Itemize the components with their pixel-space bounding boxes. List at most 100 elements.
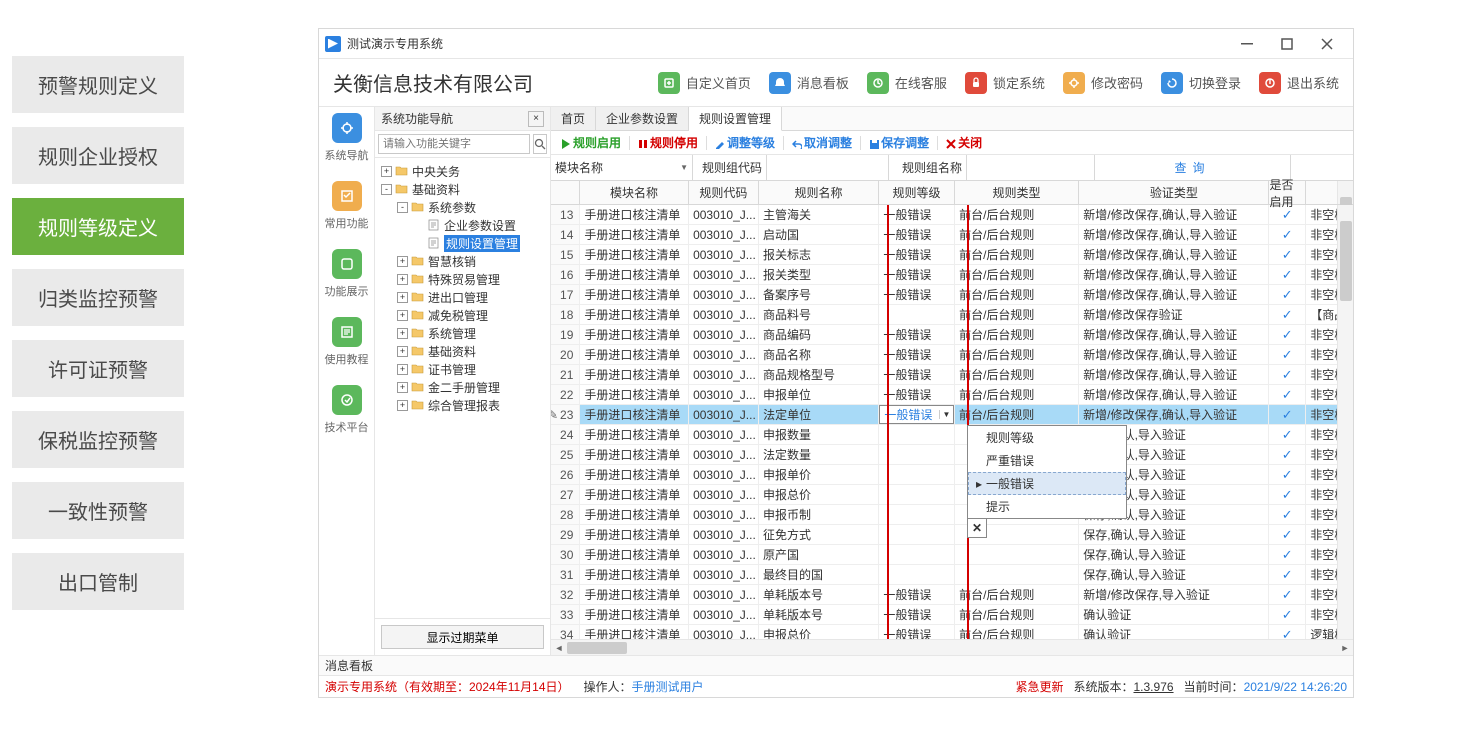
grid-row[interactable]: 26手册进口核注清单003010_J...申报单价保存,确认,导入验证✓非空校 bbox=[551, 465, 1353, 485]
leftnav-item[interactable]: 系统导航 bbox=[325, 113, 369, 163]
leftnav-item[interactable]: 功能展示 bbox=[325, 249, 369, 299]
grid-vscroll-body[interactable] bbox=[1337, 205, 1353, 639]
grid-row[interactable]: 29手册进口核注清单003010_J...征免方式保存,确认,导入验证✓非空校 bbox=[551, 525, 1353, 545]
header-button[interactable]: 锁定系统 bbox=[965, 72, 1045, 94]
grid-row[interactable]: 22手册进口核注清单003010_J...申报单位一般错误前台/后台规则新增/修… bbox=[551, 385, 1353, 405]
filter-module-name[interactable]: 模块名称▼ bbox=[551, 155, 693, 180]
tab[interactable]: 首页 bbox=[551, 107, 596, 130]
tab[interactable]: 企业参数设置 bbox=[596, 107, 689, 130]
tab[interactable]: 规则设置管理 bbox=[689, 107, 782, 131]
grid-row[interactable]: 16手册进口核注清单003010_J...报关类型一般错误前台/后台规则新增/修… bbox=[551, 265, 1353, 285]
maximize-button[interactable] bbox=[1267, 30, 1307, 58]
dropdown-option[interactable]: ▸一般错误 bbox=[968, 472, 1126, 495]
gh-type[interactable]: 规则类型 bbox=[955, 181, 1079, 204]
grid-row[interactable]: 13手册进口核注清单003010_J...主管海关一般错误前台/后台规则新增/修… bbox=[551, 205, 1353, 225]
grid-row[interactable]: 19手册进口核注清单003010_J...商品编码一般错误前台/后台规则新增/修… bbox=[551, 325, 1353, 345]
grid-row[interactable]: 14手册进口核注清单003010_J...启动国一般错误前台/后台规则新增/修改… bbox=[551, 225, 1353, 245]
tree-search-button[interactable] bbox=[533, 134, 547, 154]
dropdown-option[interactable]: 提示 bbox=[968, 495, 1126, 518]
grid-row[interactable]: 15手册进口核注清单003010_J...报关标志一般错误前台/后台规则新增/修… bbox=[551, 245, 1353, 265]
tree-node[interactable]: +智慧核销 bbox=[377, 252, 548, 270]
tree-node[interactable]: -基础资料 bbox=[377, 180, 548, 198]
filter-group-code-input[interactable] bbox=[767, 155, 889, 180]
leftnav-item[interactable]: 常用功能 bbox=[325, 181, 369, 231]
tree-node[interactable]: +基础资料 bbox=[377, 342, 548, 360]
header-button[interactable]: 切换登录 bbox=[1161, 72, 1241, 94]
show-expired-menu-button[interactable]: 显示过期菜单 bbox=[381, 625, 544, 649]
leftnav-item[interactable]: 技术平台 bbox=[325, 385, 369, 435]
toolbar-button[interactable]: 规则停用 bbox=[634, 134, 702, 151]
ext-menu-item[interactable]: 规则等级定义 bbox=[12, 198, 184, 255]
ext-menu-item[interactable]: 归类监控预警 bbox=[12, 269, 184, 326]
toolbar-button[interactable]: 保存调整 bbox=[865, 134, 933, 151]
query-button[interactable]: 查询 bbox=[1095, 155, 1291, 180]
header-button[interactable]: 退出系统 bbox=[1259, 72, 1339, 94]
grid-row[interactable]: 34手册进口核注清单003010_J...申报总价一般错误前台/后台规则确认验证… bbox=[551, 625, 1353, 639]
gh-valid[interactable]: 验证类型 bbox=[1079, 181, 1269, 204]
header-button[interactable]: 自定义首页 bbox=[658, 72, 751, 94]
tree-close-button[interactable]: × bbox=[528, 111, 544, 127]
toolbar-button[interactable]: 取消调整 bbox=[788, 134, 856, 151]
tree-node[interactable]: -系统参数 bbox=[377, 198, 548, 216]
tree-node[interactable]: +进出口管理 bbox=[377, 288, 548, 306]
grid-row[interactable]: 33手册进口核注清单003010_J...单耗版本号一般错误前台/后台规则确认验… bbox=[551, 605, 1353, 625]
grid-row[interactable]: 32手册进口核注清单003010_J...单耗版本号一般错误前台/后台规则新增/… bbox=[551, 585, 1353, 605]
ext-menu-item[interactable]: 保税监控预警 bbox=[12, 411, 184, 468]
tree-node[interactable]: +中央关务 bbox=[377, 162, 548, 180]
toolbar-button[interactable]: 调整等级 bbox=[711, 134, 779, 151]
folder-icon bbox=[411, 363, 425, 375]
ext-menu-item[interactable]: 许可证预警 bbox=[12, 340, 184, 397]
header-button-icon bbox=[658, 72, 680, 94]
message-bar[interactable]: 消息看板 bbox=[319, 655, 1353, 675]
toolbar-button[interactable]: 关闭 bbox=[942, 134, 986, 151]
dropdown-close-button[interactable]: ✕ bbox=[967, 518, 987, 538]
leftnav-item[interactable]: 使用教程 bbox=[325, 317, 369, 367]
filter-group-name-input[interactable] bbox=[967, 155, 1095, 180]
gh-enable[interactable]: 是否启用 bbox=[1269, 181, 1306, 204]
header-button[interactable]: 在线客服 bbox=[867, 72, 947, 94]
tree-body[interactable]: +中央关务-基础资料-系统参数企业参数设置规则设置管理+智慧核销+特殊贸易管理+… bbox=[375, 158, 550, 618]
ext-menu-item[interactable]: 一致性预警 bbox=[12, 482, 184, 539]
grid-row[interactable]: 20手册进口核注清单003010_J...商品名称一般错误前台/后台规则新增/修… bbox=[551, 345, 1353, 365]
close-button[interactable] bbox=[1307, 30, 1347, 58]
tree-node[interactable]: 企业参数设置 bbox=[377, 216, 548, 234]
gh-code[interactable]: 规则代码 bbox=[689, 181, 759, 204]
tree-node[interactable]: 规则设置管理 bbox=[377, 234, 548, 252]
grid-row[interactable]: ✎23手册进口核注清单003010_J...法定单位一般错误▼前台/后台规则新增… bbox=[551, 405, 1353, 425]
grid-row[interactable]: 30手册进口核注清单003010_J...原产国保存,确认,导入验证✓非空校 bbox=[551, 545, 1353, 565]
tree-node[interactable]: +减免税管理 bbox=[377, 306, 548, 324]
tree-node[interactable]: +证书管理 bbox=[377, 360, 548, 378]
gh-module[interactable]: 模块名称 bbox=[580, 181, 689, 204]
grid-hscroll[interactable]: ◄► bbox=[551, 639, 1353, 655]
tree-search-input[interactable] bbox=[378, 134, 530, 154]
emergency-update[interactable]: 紧急更新 bbox=[1015, 678, 1063, 695]
grid-row[interactable]: 27手册进口核注清单003010_J...申报总价保存,确认,导入验证✓非空校 bbox=[551, 485, 1353, 505]
grid-row[interactable]: 18手册进口核注清单003010_J...商品料号前台/后台规则新增/修改保存验… bbox=[551, 305, 1353, 325]
dropdown-option[interactable]: 严重错误 bbox=[968, 449, 1126, 472]
dropdown-option[interactable]: 规则等级 bbox=[968, 426, 1126, 449]
grid-row[interactable]: 31手册进口核注清单003010_J...最终目的国保存,确认,导入验证✓非空校 bbox=[551, 565, 1353, 585]
tree-node[interactable]: +系统管理 bbox=[377, 324, 548, 342]
grid-row[interactable]: 21手册进口核注清单003010_J...商品规格型号一般错误前台/后台规则新增… bbox=[551, 365, 1353, 385]
ext-menu-item[interactable]: 预警规则定义 bbox=[12, 56, 184, 113]
gh-level[interactable]: 规则等级 bbox=[879, 181, 955, 204]
grid-row[interactable]: 25手册进口核注清单003010_J...法定数量保存,确认,导入验证✓非空校 bbox=[551, 445, 1353, 465]
minimize-button[interactable] bbox=[1227, 30, 1267, 58]
gh-name[interactable]: 规则名称 bbox=[759, 181, 879, 204]
current-time: 当前时间：2021/9/22 14:26:20 bbox=[1184, 678, 1347, 695]
external-menu: 预警规则定义规则企业授权规则等级定义归类监控预警许可证预警保税监控预警一致性预警… bbox=[12, 56, 184, 624]
grid-row[interactable]: 24手册进口核注清单003010_J...申报数量保存,确认,导入验证✓非空校 bbox=[551, 425, 1353, 445]
toolbar-button[interactable]: 规则启用 bbox=[557, 134, 625, 151]
header-button[interactable]: 消息看板 bbox=[769, 72, 849, 94]
grid-row[interactable]: 28手册进口核注清单003010_J...申报币制保存,确认,导入验证✓非空校 bbox=[551, 505, 1353, 525]
tree-node[interactable]: +金二手册管理 bbox=[377, 378, 548, 396]
grid-row[interactable]: 17手册进口核注清单003010_J...备案序号一般错误前台/后台规则新增/修… bbox=[551, 285, 1353, 305]
ext-menu-item[interactable]: 出口管制 bbox=[12, 553, 184, 610]
level-dropdown-cell[interactable]: 一般错误▼ bbox=[879, 405, 954, 424]
level-dropdown[interactable]: ✕ 规则等级严重错误▸一般错误提示 bbox=[967, 425, 1127, 519]
tree-node[interactable]: +特殊贸易管理 bbox=[377, 270, 548, 288]
ext-menu-item[interactable]: 规则企业授权 bbox=[12, 127, 184, 184]
header-button[interactable]: 修改密码 bbox=[1063, 72, 1143, 94]
grid-vscroll[interactable] bbox=[1337, 181, 1353, 204]
tree-node[interactable]: +综合管理报表 bbox=[377, 396, 548, 414]
